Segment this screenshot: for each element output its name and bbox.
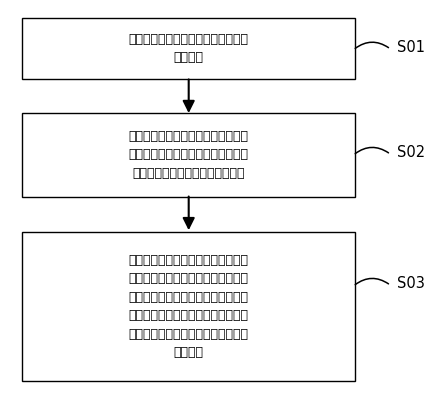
Text: 对同一批打印任务中的多个打印任务
进行排序: 对同一批打印任务中的多个打印任务 进行排序 xyxy=(129,33,249,64)
Text: 对第二个打印任务及排序后的其他打
印任务，在接收到打印机反馈的状态
信息为可打印时，发送当前打印任务
的驱动打印指令及下个打印任务的模
板数据指令，直至完成当前: 对第二个打印任务及排序后的其他打 印任务，在接收到打印机反馈的状态 信息为可打印… xyxy=(129,254,249,359)
Text: S02: S02 xyxy=(397,145,425,160)
FancyBboxPatch shape xyxy=(22,113,355,197)
Text: 向打印机发送第一个打印任务的模版
数据指令及驱动打印指令后，直接发
送第二个打印任务的模板数据指令: 向打印机发送第一个打印任务的模版 数据指令及驱动打印指令后，直接发 送第二个打印… xyxy=(129,130,249,180)
Text: S03: S03 xyxy=(397,276,425,291)
Text: S01: S01 xyxy=(397,40,425,55)
FancyBboxPatch shape xyxy=(22,232,355,381)
FancyBboxPatch shape xyxy=(22,18,355,79)
